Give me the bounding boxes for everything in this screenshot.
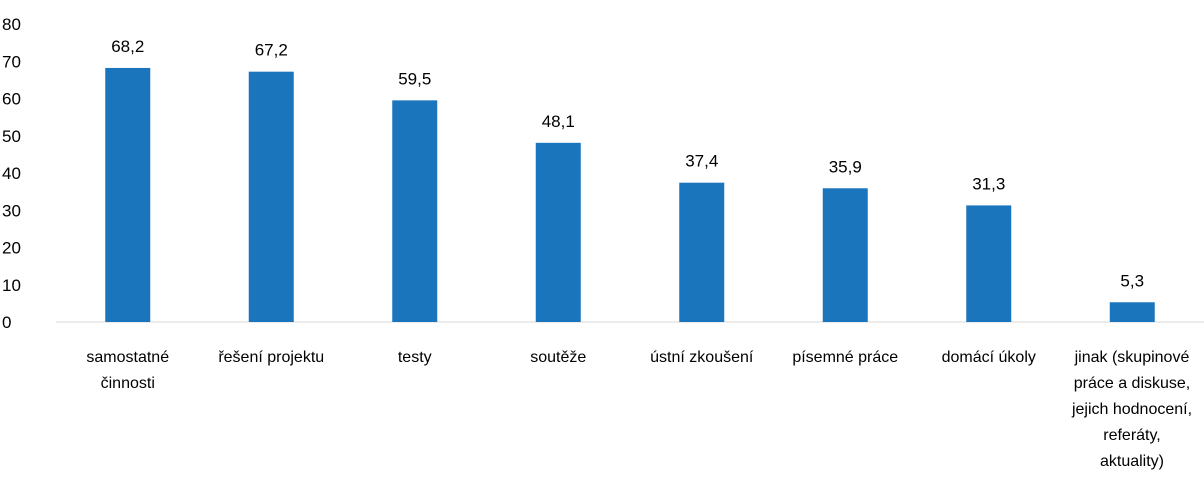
y-tick-label: 50: [2, 127, 21, 146]
data-label: 37,4: [685, 152, 718, 171]
data-label: 59,5: [398, 69, 431, 88]
bar: [679, 182, 725, 322]
y-tick-label: 0: [2, 313, 11, 332]
bar: [392, 100, 438, 322]
category-label-line: jejich hodnocení,: [1071, 401, 1192, 418]
category-label-line: soutěže: [530, 349, 586, 366]
category-label-line: aktuality): [1100, 453, 1164, 470]
category-label: soutěže: [530, 349, 586, 366]
y-tick-label: 70: [2, 52, 21, 71]
category-label: domácí úkoly: [942, 349, 1036, 366]
category-label: ústní zkoušení: [650, 349, 754, 366]
y-tick-label: 20: [2, 239, 21, 258]
bar: [105, 67, 151, 322]
y-tick-label: 10: [2, 276, 21, 295]
bar: [966, 205, 1012, 322]
category-label-line: domácí úkoly: [942, 349, 1036, 366]
category-label: písemné práce: [792, 349, 898, 366]
bar: [248, 71, 294, 323]
y-tick-label: 40: [2, 164, 21, 183]
category-label-line: samostatné: [86, 349, 169, 366]
category-label-line: práce a diskuse,: [1074, 375, 1191, 392]
category-label-line: řešení projektu: [218, 349, 324, 366]
category-label-line: činnosti: [101, 375, 155, 392]
y-tick-label: 80: [2, 15, 21, 34]
data-label: 35,9: [829, 157, 862, 176]
bars: [105, 67, 1155, 323]
y-tick-label: 60: [2, 90, 21, 109]
category-label-line: testy: [398, 349, 432, 366]
category-labels: samostatné činnosti řešení projektu testy so…: [86, 349, 1192, 470]
category-label-line: ústní zkoušení: [650, 349, 754, 366]
category-label: testy: [398, 349, 432, 366]
category-label-line: písemné práce: [792, 349, 898, 366]
data-label: 31,3: [972, 174, 1005, 193]
data-labels: 68,2 67,2 59,5 48,1 37,4 35,9 31,3 5,3: [111, 37, 1144, 290]
category-label: jinak (skupinové práce a diskuse, jejich h…: [1071, 349, 1192, 470]
data-label: 67,2: [255, 41, 288, 60]
category-label-line: jinak (skupinové: [1074, 349, 1190, 366]
data-label: 68,2: [111, 37, 144, 56]
data-label: 5,3: [1120, 271, 1144, 290]
data-label: 48,1: [542, 112, 575, 131]
category-label: samostatné činnosti: [86, 349, 169, 392]
bar: [1109, 302, 1155, 322]
y-tick-label: 30: [2, 201, 21, 220]
y-axis-tick-labels: 0 10 20 30 40 50 60 70 80: [2, 15, 21, 332]
bar: [535, 142, 581, 322]
category-label: řešení projektu: [218, 349, 324, 366]
bar: [822, 188, 868, 322]
category-label-line: referáty,: [1103, 427, 1161, 444]
